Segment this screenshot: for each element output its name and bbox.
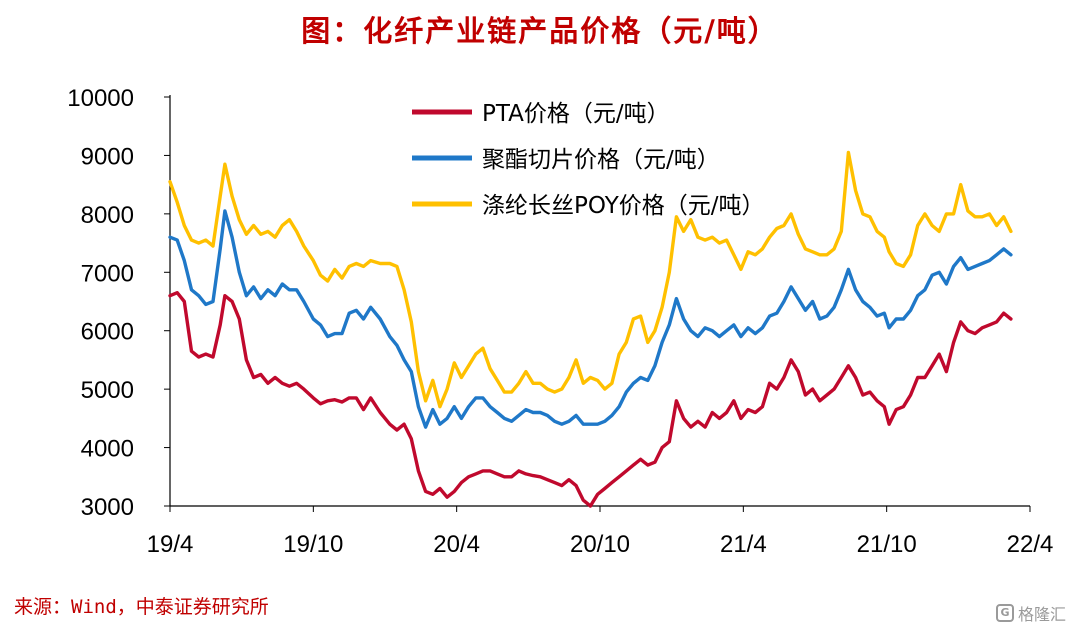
watermark-text: 格隆汇 <box>1017 605 1066 624</box>
series-line-2 <box>168 150 1013 409</box>
y-tick-label: 5000 <box>81 377 134 404</box>
y-tick-label: 8000 <box>81 202 134 229</box>
x-tick-label: 21/10 <box>857 531 917 558</box>
series-line-1 <box>168 209 1013 429</box>
y-tick-label: 7000 <box>81 260 134 287</box>
watermark-logo-icon: G <box>995 604 1014 622</box>
y-tick-label: 6000 <box>81 319 134 346</box>
source-note: 来源：Wind，中泰证券研究所 <box>14 596 269 618</box>
x-tick-label: 22/4 <box>1007 531 1054 558</box>
legend-label-2: 涤纶长丝POY价格（元/吨） <box>482 193 765 219</box>
y-tick-label: 10000 <box>67 85 134 112</box>
series-line-0 <box>168 291 1013 508</box>
x-tick-label: 20/10 <box>570 531 630 558</box>
x-tick-label: 19/10 <box>283 531 343 558</box>
chart-axes: 3000 4000 5000 6000 7000 8000 9000 10000 19/4 19/… <box>67 85 1053 558</box>
y-tick-label: 9000 <box>81 143 134 170</box>
legend-label-1: 聚酯切片价格（元/吨） <box>482 147 720 173</box>
chart-title: 图：化纤产业链产品价格（元/吨） <box>301 14 779 48</box>
y-tick-label: 4000 <box>81 436 134 463</box>
y-tick-label: 3000 <box>81 494 134 521</box>
legend-label-0: PTA价格（元/吨） <box>482 101 670 127</box>
watermark: G 格隆汇 <box>995 601 1066 625</box>
chart-lines <box>168 150 1013 508</box>
x-tick-label: 21/4 <box>720 531 767 558</box>
chart-legend: PTA价格（元/吨） 聚酯切片价格（元/吨） 涤纶长丝POY价格（元/吨） <box>412 101 765 219</box>
x-tick-label: 19/4 <box>147 531 194 558</box>
x-tick-label: 20/4 <box>433 531 480 558</box>
